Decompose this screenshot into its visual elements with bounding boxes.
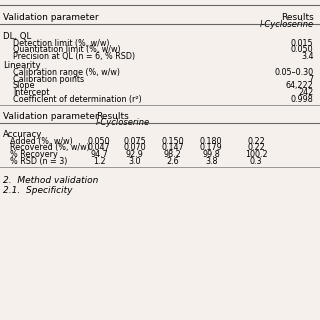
Text: Calibration range (%, w/w): Calibration range (%, w/w) bbox=[13, 68, 120, 77]
Text: Validation parameter: Validation parameter bbox=[3, 13, 99, 22]
Text: 7: 7 bbox=[308, 75, 314, 84]
Text: Intercept: Intercept bbox=[13, 88, 49, 97]
Text: 0.047: 0.047 bbox=[88, 143, 110, 152]
Text: 0.22: 0.22 bbox=[247, 137, 265, 146]
Text: Added (%, w/w): Added (%, w/w) bbox=[10, 137, 72, 146]
Text: 0.150: 0.150 bbox=[162, 137, 184, 146]
Text: Results: Results bbox=[281, 13, 314, 22]
Text: Validation parameter: Validation parameter bbox=[3, 112, 99, 121]
Text: 0.05–0.30: 0.05–0.30 bbox=[275, 68, 314, 77]
Text: Coefficient of determination (r²): Coefficient of determination (r²) bbox=[13, 95, 141, 104]
Text: 64,222: 64,222 bbox=[286, 81, 314, 90]
Text: 99.8: 99.8 bbox=[202, 150, 220, 159]
Text: 100.2: 100.2 bbox=[245, 150, 267, 159]
Text: % Recovery: % Recovery bbox=[10, 150, 57, 159]
Text: 3.8: 3.8 bbox=[205, 157, 218, 166]
Text: 0.147: 0.147 bbox=[162, 143, 184, 152]
Text: Quantitation limit (%, w/w): Quantitation limit (%, w/w) bbox=[13, 45, 120, 54]
Text: Calibration points: Calibration points bbox=[13, 75, 84, 84]
Text: Linearity: Linearity bbox=[3, 61, 41, 70]
Text: Results: Results bbox=[96, 112, 129, 121]
Text: 0.075: 0.075 bbox=[123, 137, 146, 146]
Text: 98.2: 98.2 bbox=[164, 150, 182, 159]
Text: 1.2: 1.2 bbox=[93, 157, 106, 166]
Text: 3.0: 3.0 bbox=[128, 157, 141, 166]
Text: DL, QL: DL, QL bbox=[3, 32, 31, 41]
Text: 0.998: 0.998 bbox=[291, 95, 314, 104]
Text: l-Cycloserine: l-Cycloserine bbox=[260, 20, 314, 29]
Text: l-Cycloserine: l-Cycloserine bbox=[96, 118, 150, 127]
Text: 0.015: 0.015 bbox=[291, 39, 314, 48]
Text: Recovered (%, w/w): Recovered (%, w/w) bbox=[10, 143, 89, 152]
Text: 0.179: 0.179 bbox=[200, 143, 223, 152]
Text: 242: 242 bbox=[298, 88, 314, 97]
Text: Precision at QL (n = 6, % RSD): Precision at QL (n = 6, % RSD) bbox=[13, 52, 135, 61]
Text: 0.070: 0.070 bbox=[123, 143, 146, 152]
Text: 0.180: 0.180 bbox=[200, 137, 222, 146]
Text: 2.1.  Specificity: 2.1. Specificity bbox=[3, 186, 73, 195]
Text: 0.22: 0.22 bbox=[247, 143, 265, 152]
Text: % RSD (n = 3): % RSD (n = 3) bbox=[10, 157, 67, 166]
Text: 0.050: 0.050 bbox=[88, 137, 110, 146]
Text: 3.4: 3.4 bbox=[301, 52, 314, 61]
Text: Slope: Slope bbox=[13, 81, 35, 90]
Text: Detection limit (%, w/w): Detection limit (%, w/w) bbox=[13, 39, 109, 48]
Text: 0.3: 0.3 bbox=[250, 157, 262, 166]
Text: Accuracy: Accuracy bbox=[3, 130, 43, 139]
Text: 2.6: 2.6 bbox=[166, 157, 179, 166]
Text: 94.7: 94.7 bbox=[90, 150, 108, 159]
Text: 2.  Method validation: 2. Method validation bbox=[3, 176, 99, 185]
Text: 0.050: 0.050 bbox=[291, 45, 314, 54]
Text: 92.9: 92.9 bbox=[125, 150, 143, 159]
